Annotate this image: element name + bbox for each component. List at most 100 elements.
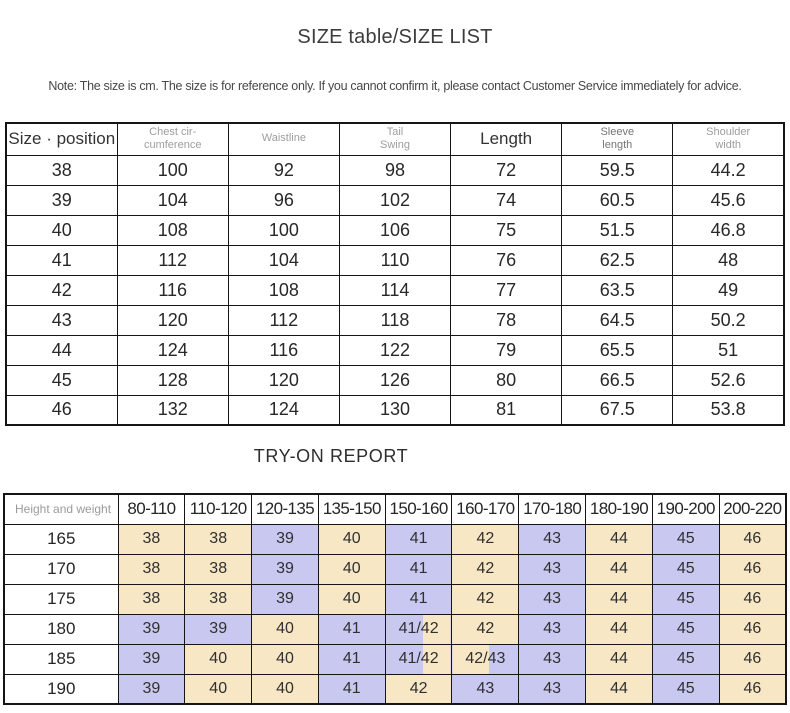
size-value-cell: 46 (5, 394, 118, 426)
size-value-cell: 122 (338, 334, 452, 366)
size-value-cell: 60.5 (561, 184, 674, 216)
size-value-cell: 53.8 (672, 394, 785, 426)
size-value-cell: 114 (338, 274, 452, 306)
size-value-cell: 77 (450, 274, 563, 306)
size-value-cell: 108 (227, 274, 340, 306)
size-value-cell: 62.5 (561, 244, 674, 276)
recommended-size-cell: 42 (451, 583, 520, 615)
size-table-row: 38 100 92 98 72 59.5 44.2 (5, 154, 785, 186)
size-value-cell: 44.2 (672, 154, 785, 186)
recommended-size-cell: 40 (251, 673, 319, 705)
tryon-row: 185 39 40 40 41 41/42 42/43 43 44 45 46 (3, 643, 787, 675)
recommended-size-cell: 44 (585, 643, 653, 675)
tryon-header-row: Height and weight 80-110 110-120 120-135 135… (3, 493, 787, 525)
size-table-header-cell: Size · position (5, 122, 118, 156)
recommended-size-cell: 40 (251, 613, 319, 645)
size-value-cell: 81 (450, 394, 563, 426)
weight-range-header-cell: 150-160 (384, 493, 453, 525)
tryon-table: Height and weight 80-110 110-120 120-135 135… (3, 493, 787, 705)
recommended-size-cell: 41 (384, 583, 453, 615)
recommended-size-cell: 42 (451, 613, 520, 645)
recommended-size-cell: 45 (651, 613, 720, 645)
weight-range-header-cell: 80-110 (117, 493, 186, 525)
height-weight-corner-cell: Height and weight (3, 493, 119, 525)
recommended-size-cell: 46 (718, 643, 787, 675)
size-value-cell: 128 (116, 364, 229, 396)
size-table-row: 41 112 104 110 76 62.5 48 (5, 244, 785, 276)
size-value-cell: 100 (116, 154, 229, 186)
size-value-cell: 50.2 (672, 304, 785, 336)
recommended-size-cell: 42 (451, 523, 520, 555)
recommended-size-cell: 46 (718, 673, 787, 705)
size-value-cell: 72 (450, 154, 563, 186)
recommended-size-cell: 39 (251, 523, 319, 555)
recommended-size-cell: 40 (184, 673, 253, 705)
weight-range-header-cell: 110-120 (184, 493, 253, 525)
size-table-row: 39 104 96 102 74 60.5 45.6 (5, 184, 785, 216)
tryon-row: 175 38 38 39 40 41 42 43 44 45 46 (3, 583, 787, 615)
recommended-size-cell: 39 (251, 553, 319, 585)
size-value-cell: 108 (116, 214, 229, 246)
recommended-size-cell: 41 (384, 553, 453, 585)
recommended-size-cell: 45 (651, 553, 720, 585)
size-table-row: 46 132 124 130 81 67.5 53.8 (5, 394, 785, 426)
weight-range-header-cell: 190-200 (651, 493, 720, 525)
weight-range-header-cell: 120-135 (251, 493, 319, 525)
recommended-size-cell: 40 (317, 583, 386, 615)
recommended-size-cell: 46 (718, 523, 787, 555)
recommended-size-cell: 38 (117, 523, 186, 555)
recommended-size-cell: 39 (184, 613, 253, 645)
recommended-size-cell: 41 (317, 673, 386, 705)
recommended-size-cell: 43 (518, 553, 587, 585)
size-table-header-cell: Shoulder width (672, 122, 785, 156)
size-value-cell: 100 (227, 214, 340, 246)
height-header-cell: 175 (3, 583, 119, 615)
note-text: Note: The size is cm. The size is for re… (48, 79, 742, 93)
size-value-cell: 49 (672, 274, 785, 306)
recommended-size-cell: 43 (451, 673, 520, 705)
recommended-size-cell: 41/42 (384, 643, 453, 675)
size-value-cell: 46.8 (672, 214, 785, 246)
tryon-table-body: 165 38 38 39 40 41 42 43 44 45 46 170 38 38 39 40 41 42 43… (3, 523, 787, 705)
recommended-size-cell: 44 (585, 613, 653, 645)
size-value-cell: 48 (672, 244, 785, 276)
size-value-cell: 52.6 (672, 364, 785, 396)
size-value-cell: 67.5 (561, 394, 674, 426)
size-table-header-cell: Chest cir- cumference (116, 122, 229, 156)
size-value-cell: 42 (5, 274, 118, 306)
height-header-cell: 165 (3, 523, 119, 555)
recommended-size-cell: 39 (117, 643, 186, 675)
size-value-cell: 45.6 (672, 184, 785, 216)
recommended-size-cell: 43 (518, 643, 587, 675)
size-value-cell: 92 (227, 154, 340, 186)
size-table-body: 38 100 92 98 72 59.5 44.2 39 104 96 102 74 60.5 45.6 4… (5, 154, 785, 426)
tryon-report-title: TRY-ON REPORT (253, 446, 409, 466)
size-value-cell: 40 (5, 214, 118, 246)
size-table-row: 42 116 108 114 77 63.5 49 (5, 274, 785, 306)
height-header-cell: 180 (3, 613, 119, 645)
recommended-size-cell: 41 (384, 523, 453, 555)
recommended-size-cell: 38 (184, 523, 253, 555)
size-value-cell: 51 (672, 334, 785, 366)
size-table-header-cell: Tail Swing (338, 122, 452, 156)
recommended-size-cell: 39 (117, 613, 186, 645)
size-value-cell: 79 (450, 334, 563, 366)
size-value-cell: 64.5 (561, 304, 674, 336)
size-table-header-cell: Length (450, 122, 563, 156)
size-table-row: 45 128 120 126 80 66.5 52.6 (5, 364, 785, 396)
recommended-size-cell: 46 (718, 553, 787, 585)
size-value-cell: 106 (338, 214, 452, 246)
recommended-size-cell: 39 (251, 583, 319, 615)
recommended-size-cell: 40 (251, 643, 319, 675)
weight-range-header-cell: 170-180 (518, 493, 587, 525)
height-header-cell: 190 (3, 673, 119, 705)
tryon-row: 165 38 38 39 40 41 42 43 44 45 46 (3, 523, 787, 555)
recommended-size-cell: 46 (718, 613, 787, 645)
size-value-cell: 116 (116, 274, 229, 306)
size-value-cell: 38 (5, 154, 118, 186)
size-table-row: 43 120 112 118 78 64.5 50.2 (5, 304, 785, 336)
size-value-cell: 59.5 (561, 154, 674, 186)
recommended-size-cell: 40 (317, 553, 386, 585)
recommended-size-cell: 38 (184, 553, 253, 585)
